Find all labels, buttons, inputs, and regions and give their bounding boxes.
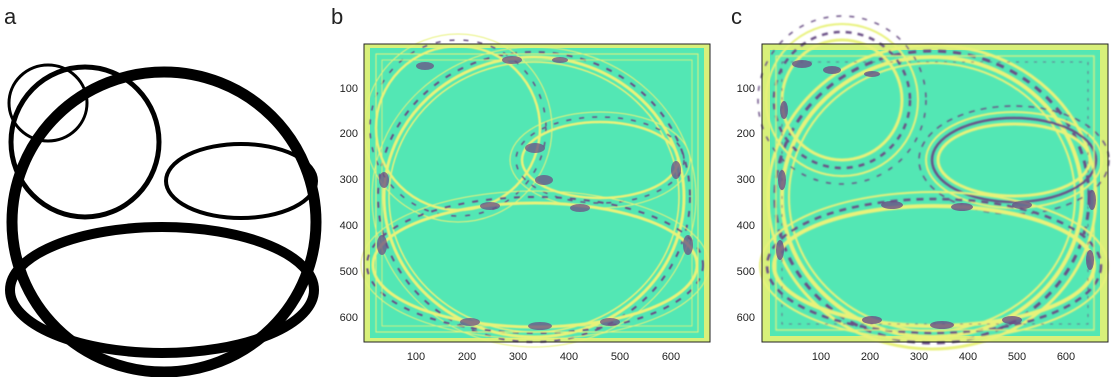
wavefield-panel-c: 100 200 300 400 500 600 100 200 300 400 …: [737, 15, 1110, 363]
y-tick-label: 100: [340, 83, 358, 95]
x-tick-label: 500: [1008, 351, 1026, 363]
ellipse-bottom-large: [5, 222, 319, 358]
panel-letter-c: c: [731, 4, 742, 29]
x-tick-label: 600: [662, 351, 680, 363]
y-axis-c: 100 200 300 400 500 600: [737, 83, 755, 324]
y-tick-label: 200: [340, 128, 358, 140]
x-axis-b: 100 200 300 400 500 600: [407, 351, 680, 363]
x-axis-c: 100 200 300 400 500 600: [812, 351, 1075, 363]
x-tick-label: 300: [910, 351, 928, 363]
y-tick-label: 600: [340, 312, 358, 324]
x-tick-label: 400: [959, 351, 977, 363]
x-tick-label: 600: [1057, 351, 1075, 363]
y-axis-b: 100 200 300 400 500 600: [340, 83, 358, 324]
x-tick-label: 300: [509, 351, 527, 363]
panel-letter-b: b: [331, 4, 344, 29]
geometry-outline-figure: [5, 63, 322, 377]
field-interior: [370, 48, 704, 338]
y-tick-label: 100: [737, 83, 755, 95]
small-circle-top-left: [7, 63, 89, 143]
x-tick-label: 200: [458, 351, 476, 363]
y-tick-label: 500: [737, 266, 755, 278]
medium-circle-upper-left: [8, 64, 162, 220]
y-tick-label: 200: [737, 128, 755, 140]
y-tick-label: 300: [737, 174, 755, 186]
y-tick-label: 400: [737, 220, 755, 232]
y-tick-label: 600: [737, 312, 755, 324]
x-tick-label: 100: [812, 351, 830, 363]
wavefield-panel-b: 100 200 300 400 500 600 100 200 300 400 …: [340, 33, 711, 363]
y-tick-label: 500: [340, 266, 358, 278]
y-tick-label: 300: [340, 174, 358, 186]
ellipse-right: [164, 142, 318, 220]
x-tick-label: 400: [560, 351, 578, 363]
y-tick-label: 400: [340, 220, 358, 232]
x-tick-label: 500: [611, 351, 629, 363]
x-tick-label: 200: [861, 351, 879, 363]
panel-letter-a: a: [4, 4, 17, 29]
large-outer-circle: [6, 66, 322, 377]
x-tick-label: 100: [407, 351, 425, 363]
